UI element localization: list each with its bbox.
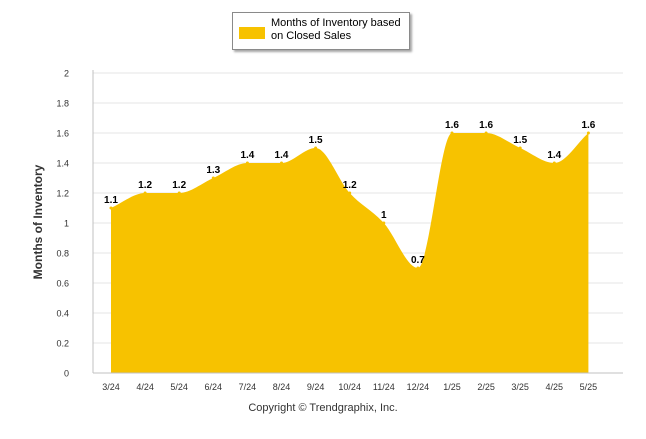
data-label: 0.7 [411, 255, 425, 266]
area-series [109, 131, 590, 373]
y-tick-label: 0 [64, 369, 69, 379]
legend-label: Months of Inventory based on Closed Sale… [271, 17, 401, 42]
data-point [177, 191, 181, 195]
x-tick-label: 6/24 [205, 382, 223, 392]
x-tick-label: 10/24 [338, 382, 361, 392]
data-point [484, 131, 488, 135]
y-tick-label: 1.8 [56, 99, 69, 109]
x-tick-label: 11/24 [373, 382, 395, 392]
x-tick-label: 8/24 [273, 382, 291, 392]
data-point [348, 191, 352, 195]
legend-swatch [239, 27, 265, 39]
x-tick-label: 3/24 [102, 382, 120, 392]
data-point [586, 131, 590, 135]
data-label: 1.4 [275, 150, 289, 161]
x-tick-label: 7/24 [239, 382, 257, 392]
data-point [382, 221, 386, 225]
legend: Months of Inventory based on Closed Sale… [232, 12, 410, 50]
data-label: 1.6 [581, 120, 595, 131]
y-axis-title: Months of Inventory [31, 164, 45, 280]
data-label: 1.5 [309, 135, 323, 146]
axes [92, 70, 623, 374]
data-labels: 1.1 1.2 1.2 1.3 1.4 1.4 1.5 1.2 1 0.7 1.6 1.6 1.5 1.4… [104, 120, 596, 266]
x-tick-label: 12/24 [407, 382, 430, 392]
x-tick-label: 4/24 [136, 382, 154, 392]
data-point [143, 191, 147, 195]
x-tick-label: 3/25 [511, 382, 529, 392]
data-label: 1.2 [172, 180, 186, 191]
data-point [245, 161, 249, 165]
data-label: 1.5 [513, 135, 527, 146]
y-tick-label: 1.4 [56, 159, 69, 169]
data-point [450, 131, 454, 135]
data-label: 1.1 [104, 195, 118, 206]
x-tick-label: 1/25 [443, 382, 461, 392]
data-point [280, 161, 283, 165]
data-point [518, 146, 522, 150]
y-tick-label: 1.2 [56, 189, 69, 199]
y-tick-label: 0.2 [56, 339, 69, 349]
x-tick-label: 5/25 [580, 382, 598, 392]
data-label: 1 [381, 210, 387, 221]
y-tick-label: 0.6 [56, 279, 69, 289]
data-label: 1.6 [479, 120, 493, 131]
y-tick-label: 2 [64, 69, 69, 79]
x-tick-label: 2/25 [477, 382, 495, 392]
data-point [552, 161, 556, 165]
x-tick-label: 4/25 [546, 382, 564, 392]
area-fill [111, 133, 589, 373]
data-point [314, 146, 318, 150]
copyright-text: Copyright © Trendgraphix, Inc. [248, 402, 398, 414]
y-tick-label: 0.4 [56, 309, 69, 319]
data-point [109, 206, 113, 210]
x-tick-labels: 3/24 4/24 5/24 6/24 7/24 8/24 9/24 10/24 11/24 12… [102, 382, 597, 392]
data-label: 1.4 [547, 150, 561, 161]
y-tick-label: 0.8 [56, 249, 69, 259]
x-tick-label: 5/24 [170, 382, 188, 392]
data-label: 1.6 [445, 120, 459, 131]
data-label: 1.4 [240, 150, 254, 161]
y-tick-label: 1.6 [56, 129, 69, 139]
data-label: 1.2 [343, 180, 357, 191]
data-point [211, 176, 215, 180]
data-label: 1.3 [206, 165, 220, 176]
x-tick-label: 9/24 [307, 382, 325, 392]
y-tick-labels: 0 0.2 0.4 0.6 0.8 1 1.2 1.4 1.6 1.8 2 [56, 69, 69, 379]
data-label: 1.2 [138, 180, 152, 191]
data-point [416, 266, 420, 270]
y-tick-label: 1 [64, 219, 69, 229]
